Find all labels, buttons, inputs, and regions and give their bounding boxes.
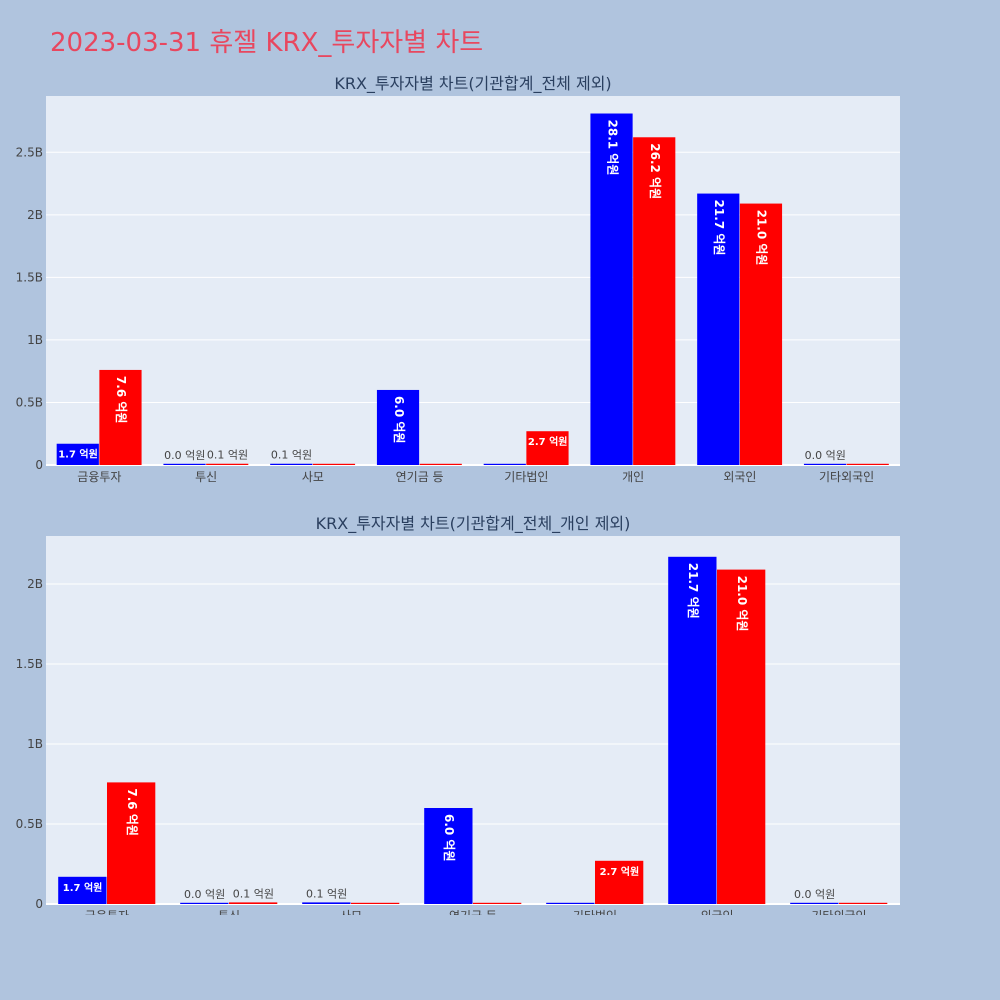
y-tick-label: 0.5B <box>16 817 43 831</box>
top-bar-chart: KRX_투자자별 차트(기관합계_전체 제외) 0 0.5B 1B 1.5B 2B 2.5B… <box>16 75 900 484</box>
x-tick-label: 투신 <box>218 909 240 915</box>
bar <box>424 808 473 904</box>
y-tick-label: 2.5B <box>16 145 43 159</box>
plot-area <box>46 536 900 904</box>
bar-value-label: 2.7 억원 <box>528 435 568 448</box>
bar-value-label: 0.0 억원 <box>164 449 205 462</box>
bar <box>351 902 400 904</box>
y-tick-label: 0 <box>35 897 43 911</box>
bar <box>56 443 99 465</box>
y-tick-label: 2B <box>27 577 43 591</box>
bar-value-label: 28.1 억원 <box>605 120 619 176</box>
x-tick-label: 기타법인 <box>573 909 617 915</box>
page-title: 2023-03-31 휴젤 KRX_투자자별 차트 <box>50 28 484 58</box>
bar <box>595 860 644 904</box>
x-tick-label: 기타법인 <box>504 470 548 484</box>
bar <box>163 463 206 465</box>
bar <box>546 902 595 904</box>
bar <box>376 389 420 465</box>
bar-value-label: 6.0 억원 <box>442 814 456 862</box>
bar <box>739 203 783 465</box>
bar-value-label: 0.0 억원 <box>794 888 835 901</box>
bar-value-label: 0.0 억원 <box>184 888 225 901</box>
bar-value-label: 2.7 억원 <box>600 865 640 878</box>
chart-title: KRX_투자자별 차트(기관합계_전체_개인 제외) <box>316 515 631 534</box>
bar-value-label: 6.0 억원 <box>392 396 406 444</box>
bar-value-label: 0.1 억원 <box>207 449 248 462</box>
bar <box>180 902 229 904</box>
bar <box>590 113 633 465</box>
x-tick-label: 기타외국인 <box>811 909 866 915</box>
bar-value-label: 0.1 억원 <box>306 887 347 900</box>
bar-value-label: 21.7 억원 <box>686 563 700 619</box>
bar <box>790 902 839 904</box>
y-tick-label: 0 <box>35 458 43 472</box>
y-tick-label: 1B <box>27 737 43 751</box>
bar <box>99 369 142 465</box>
y-tick-label: 0.5B <box>16 395 43 409</box>
chart-title: KRX_투자자별 차트(기관합계_전체 제외) <box>334 75 611 94</box>
x-tick-label: 투신 <box>195 470 217 484</box>
bar <box>270 463 313 465</box>
bar <box>839 902 888 904</box>
bottom-bar-chart: KRX_투자자별 차트(기관합계_전체_개인 제외) 0 0.5B 1B 1.5B 2B 금… <box>16 515 900 915</box>
bar <box>633 137 676 466</box>
x-tick-label: 연기금 등 <box>396 470 444 484</box>
bar <box>229 902 278 904</box>
x-tick-label: 금융투자 <box>85 909 129 915</box>
bar <box>483 463 526 465</box>
x-tick-label: 외국인 <box>700 909 733 915</box>
y-tick-label: 2B <box>27 208 43 222</box>
y-tick-label: 1B <box>27 333 43 347</box>
bar <box>846 463 889 465</box>
bar <box>107 782 156 904</box>
x-tick-label: 사모 <box>340 909 362 915</box>
x-tick-label: 개인 <box>622 470 644 484</box>
bar <box>803 463 847 465</box>
bar <box>473 902 522 904</box>
bar-value-label: 0.0 억원 <box>805 449 846 462</box>
bar-value-label: 21.0 억원 <box>755 210 769 266</box>
bar-value-label: 21.7 억원 <box>712 200 726 256</box>
bar <box>302 902 351 904</box>
x-tick-label: 금융투자 <box>77 470 121 484</box>
x-tick-label: 연기금 등 <box>449 909 497 915</box>
bar-value-label: 7.6 억원 <box>114 376 128 424</box>
bar <box>668 556 717 904</box>
bar-value-label: 0.1 억원 <box>271 449 312 462</box>
bar-value-label: 26.2 억원 <box>648 143 662 199</box>
y-tick-label: 1.5B <box>16 657 43 671</box>
y-tick-label: 1.5B <box>16 270 43 284</box>
bar <box>312 463 356 465</box>
bar <box>419 463 462 465</box>
bar <box>526 431 569 465</box>
bar-value-label: 0.1 억원 <box>233 887 274 900</box>
bar <box>697 193 740 465</box>
bar-value-label: 7.6 억원 <box>125 788 139 836</box>
x-tick-label: 기타외국인 <box>819 470 874 484</box>
bar <box>58 876 107 904</box>
bar-value-label: 1.7 억원 <box>63 881 103 894</box>
bar <box>206 463 249 465</box>
x-tick-label: 외국인 <box>723 470 756 484</box>
x-tick-label: 사모 <box>302 470 324 484</box>
bar <box>717 569 766 904</box>
bar-value-label: 21.0 억원 <box>735 576 749 632</box>
bar-value-label: 1.7 억원 <box>58 448 98 461</box>
